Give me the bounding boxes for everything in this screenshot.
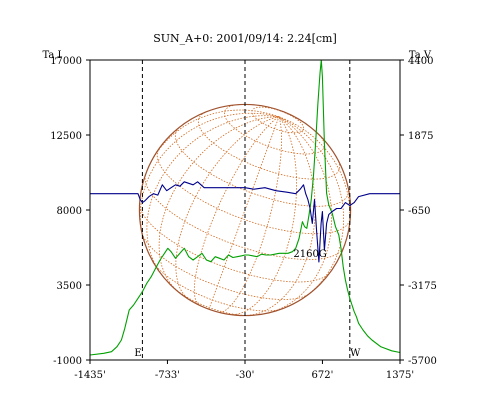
x-tick-label: -733'	[155, 370, 180, 381]
left-tick-label: 17000	[50, 56, 82, 67]
left-axis-ticks: 17000 12500 8000 3500 -1000	[50, 56, 90, 367]
disk-latitude-line	[174, 288, 249, 316]
disk-longitude-line	[146, 115, 279, 273]
right-tick-label: -3175	[408, 281, 437, 292]
left-axis-label: Ta,I	[43, 50, 62, 61]
right-tick-label: 1875	[408, 131, 433, 142]
stokes-v-line	[90, 181, 400, 263]
stokes-i-line	[89, 59, 401, 356]
disk-longitude-line	[270, 116, 333, 313]
annotations: E W 2160G	[134, 249, 361, 359]
disk-longitude-line	[243, 116, 316, 316]
disk-longitude-line	[219, 116, 282, 313]
annotation-label: W	[350, 348, 361, 359]
x-tick-label: -30'	[236, 370, 255, 381]
disk-latitude-line	[144, 175, 345, 260]
chart-title: SUN_A+0: 2001/09/14: 2.24[cm]	[153, 32, 337, 45]
disk-latitude-line	[141, 233, 309, 300]
annotation-label: E	[134, 348, 141, 359]
left-tick-label: 8000	[57, 206, 82, 217]
disk-latitude-line	[174, 127, 349, 207]
disk-latitude-line	[223, 104, 325, 155]
right-tick-label: -650	[408, 206, 430, 217]
left-tick-label: 12500	[50, 131, 82, 142]
disk-longitude-line	[139, 112, 279, 241]
right-axis-ticks: 4400 1875 -650 -3175 -5700	[400, 56, 437, 367]
limb-lines	[141, 60, 351, 360]
disk-longitude-line	[146, 109, 280, 171]
disk-longitude-line	[175, 116, 279, 301]
disk-latitude-line	[197, 112, 341, 180]
disk-longitude-line	[158, 116, 279, 292]
right-tick-label: -5700	[408, 356, 437, 367]
x-axis-ticks: -1435' -733' -30' 672' 1375'	[74, 360, 414, 381]
disk-longitude-line	[278, 116, 344, 299]
right-axis-label: Ta,V	[409, 50, 432, 61]
left-tick-label: 3500	[57, 281, 82, 292]
right-tick-label: 4400	[408, 56, 433, 67]
x-tick-label: 672'	[312, 370, 334, 381]
data-series	[89, 59, 401, 356]
x-tick-label: 1375'	[386, 370, 414, 381]
annotation-label: 2160G	[293, 249, 326, 260]
disk-longitude-line	[208, 116, 280, 310]
x-tick-label: -1435'	[74, 370, 106, 381]
disk-latitude-line	[139, 202, 331, 283]
disk-longitude-line	[193, 116, 280, 305]
disk-longitude-line	[229, 116, 297, 316]
left-tick-label: -1000	[53, 356, 82, 367]
